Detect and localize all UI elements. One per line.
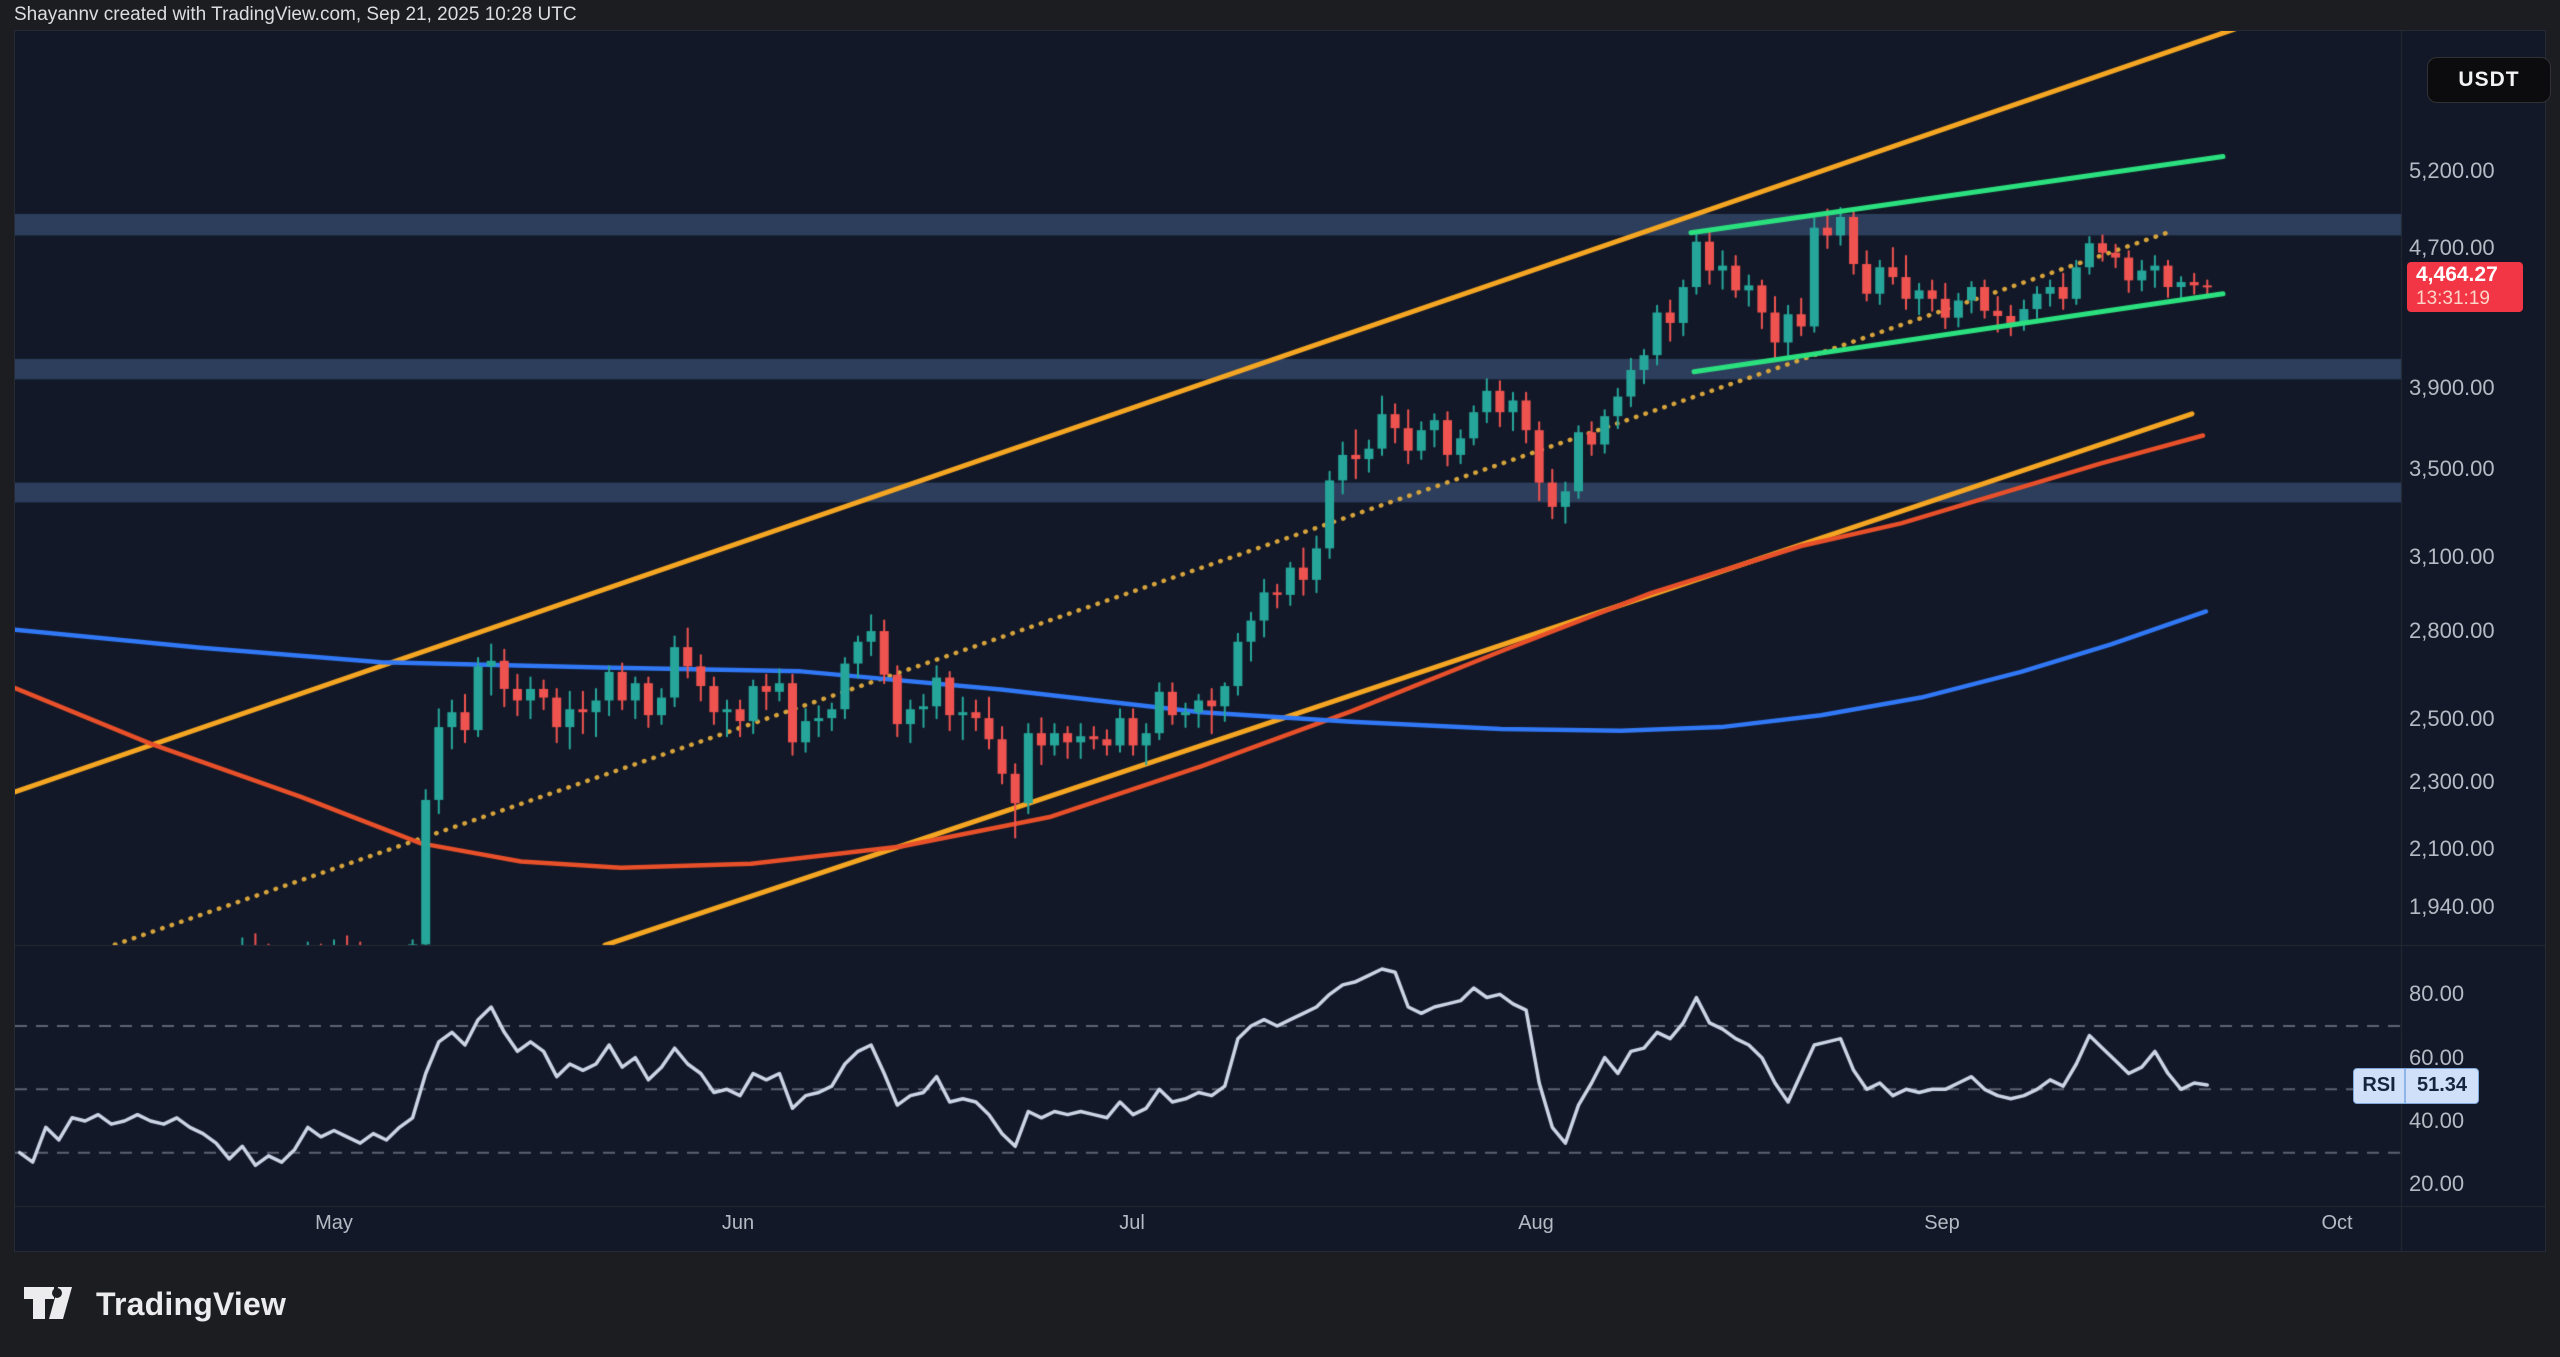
price-tick-3900: 3,900.00: [2409, 375, 2495, 400]
rsi-badge-label: RSI: [2354, 1069, 2406, 1103]
month-label-jul: Jul: [1119, 1212, 1145, 1234]
rsi-badge-value: 51.34: [2416, 1074, 2468, 1096]
candle-countdown: 13:31:19: [2416, 288, 2490, 309]
footer: TradingView: [0, 1252, 2560, 1357]
rsi-tick-80: 80.00: [2409, 981, 2465, 1006]
month-label-sep: Sep: [1924, 1212, 1960, 1234]
price-tick-2800: 2,800.00: [2409, 618, 2495, 643]
month-label-jun: Jun: [721, 1212, 755, 1234]
chart-area[interactable]: USDT 5,200.00 4,700.00 3,900.00 3,500.00…: [14, 30, 2551, 1252]
price-tick-4700: 4,700.00: [2409, 235, 2495, 260]
price-pane[interactable]: [15, 31, 2401, 945]
tradingview-logo[interactable]: TradingView: [24, 1278, 286, 1330]
rsi-value-badge: RSI 51.34: [2353, 1068, 2479, 1104]
month-label-aug: Aug: [1518, 1212, 1554, 1234]
tradingview-wordmark: TradingView: [96, 1285, 287, 1322]
price-tick-2100: 2,100.00: [2409, 836, 2495, 861]
price-tick-1940: 1,940.00: [2409, 894, 2495, 919]
attribution-bar: Shayannv created with TradingView.com, S…: [0, 0, 2560, 30]
chart-canvas[interactable]: [15, 31, 2545, 1251]
symbol-badge[interactable]: USDT: [2427, 57, 2551, 103]
tradingview-logo-icon: [24, 1287, 72, 1319]
month-label-may: May: [315, 1212, 353, 1234]
price-tick-2300: 2,300.00: [2409, 769, 2495, 794]
price-tick-5200: 5,200.00: [2409, 158, 2495, 183]
rsi-pane[interactable]: [15, 945, 2401, 1206]
rsi-tick-20: 20.00: [2409, 1171, 2465, 1196]
price-tick-3100: 3,100.00: [2409, 544, 2495, 569]
last-price-value: 4,464.27: [2416, 263, 2498, 286]
price-tick-3500: 3,500.00: [2409, 456, 2495, 481]
rsi-tick-40: 40.00: [2409, 1108, 2465, 1133]
attribution-text: Shayannv created with TradingView.com, S…: [14, 4, 577, 25]
rsi-tick-60: 60.00: [2409, 1045, 2465, 1070]
last-price-badge: 4,464.27 13:31:19: [2407, 262, 2523, 312]
month-label-oct: Oct: [2321, 1212, 2353, 1234]
price-tick-2500: 2,500.00: [2409, 706, 2495, 731]
